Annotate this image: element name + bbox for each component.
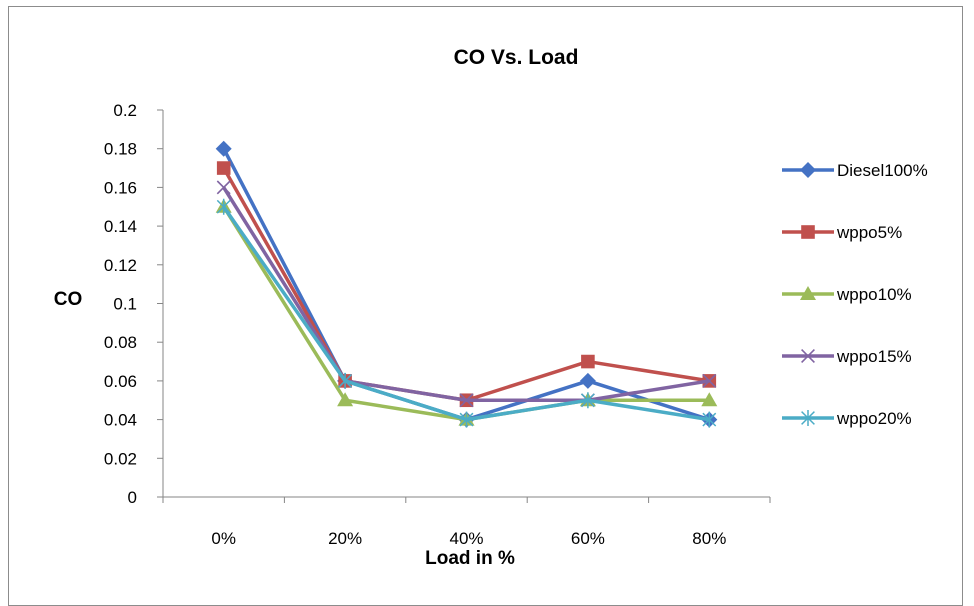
- series-3: [216, 180, 717, 408]
- data-point-star: [580, 392, 595, 409]
- data-point-star: [216, 198, 231, 215]
- series-layer: [215, 140, 718, 428]
- x-tick-label: 60%: [571, 529, 605, 548]
- series-4: [216, 198, 717, 428]
- y-tick-label: 0.02: [104, 449, 137, 468]
- data-point-diamond: [579, 372, 596, 389]
- y-tick-label: 0: [128, 488, 137, 507]
- data-point-square: [216, 161, 231, 175]
- x-axis-title: Load in %: [425, 548, 515, 569]
- legend-label: wppo15%: [836, 347, 912, 366]
- y-tick-label: 0.16: [104, 178, 137, 197]
- data-point-x: [702, 373, 717, 388]
- legend-entry: Diesel100%: [782, 161, 928, 180]
- x-tick-label: 80%: [692, 529, 726, 548]
- series-line: [222, 167, 710, 402]
- y-tick-label: 0.08: [104, 333, 137, 352]
- data-point-square: [801, 225, 815, 239]
- y-tick-label: 0.12: [104, 256, 137, 275]
- legend-entry: wppo15%: [782, 347, 912, 366]
- legend-entry: wppo10%: [782, 285, 912, 304]
- data-point-triangle: [800, 286, 816, 300]
- y-axis-title: CO: [54, 289, 83, 310]
- data-point-star: [338, 372, 353, 389]
- chart-frame: [8, 6, 963, 606]
- legend-entry: wppo5%: [782, 223, 902, 242]
- y-tick-label: 0.1: [113, 295, 137, 314]
- legend-entry: wppo20%: [782, 409, 912, 428]
- legend-label: Diesel100%: [837, 161, 928, 180]
- data-point-diamond: [800, 162, 816, 178]
- data-point-triangle: [337, 392, 354, 407]
- legend-label: wppo5%: [836, 223, 902, 242]
- x-tick-label: 40%: [449, 529, 483, 548]
- y-tick-label: 0.04: [104, 411, 137, 430]
- legend-label: wppo10%: [836, 285, 912, 304]
- data-point-x: [801, 349, 815, 363]
- series-1: [216, 161, 717, 408]
- data-point-star: [459, 411, 474, 428]
- data-point-triangle: [701, 392, 718, 407]
- data-point-diamond: [215, 140, 232, 157]
- series-line: [222, 205, 710, 422]
- series-line: [222, 147, 710, 422]
- y-tick-label: 0.18: [104, 140, 137, 159]
- y-tick-label: 0.14: [104, 217, 137, 236]
- legend-label: wppo20%: [836, 409, 912, 428]
- x-tick-label: 0%: [211, 529, 236, 548]
- data-point-x: [216, 180, 231, 195]
- chart-title: CO Vs. Load: [454, 46, 579, 69]
- data-point-x: [459, 393, 474, 408]
- data-point-square: [581, 354, 595, 369]
- y-tick-label: 0.06: [104, 372, 137, 391]
- y-tick-label: 0.2: [113, 101, 137, 120]
- legend: Diesel100% wppo5% wppo10% wppo15% wppo20%: [782, 161, 928, 428]
- data-point-star: [801, 410, 815, 426]
- axes: 0 0.02 0.04 0.06 0.08 0.1 0.12 0.14 0.16 0.18 0.2 0…: [104, 101, 771, 548]
- data-point-star: [702, 411, 717, 428]
- line-chart: CO Vs. Load CO Load in % 0 0.02 0.04 0.06 0.…: [54, 46, 928, 569]
- x-tick-label: 20%: [328, 529, 362, 548]
